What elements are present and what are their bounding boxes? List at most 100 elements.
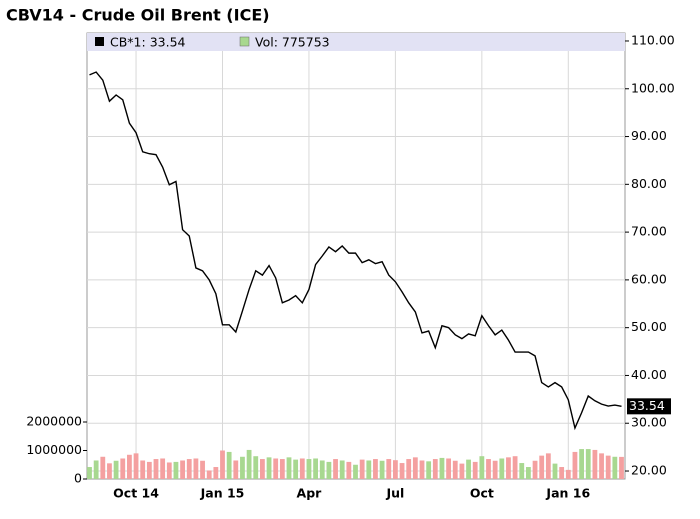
volume-bar	[439, 457, 445, 479]
volume-bar	[452, 460, 458, 479]
volume-bar	[419, 460, 425, 479]
volume-bar	[306, 459, 312, 479]
volume-bar	[386, 459, 392, 479]
volume-bar	[559, 467, 565, 479]
y-tick-label: 20.00	[631, 463, 667, 478]
y2-tick-label: 0	[74, 471, 82, 486]
volume-bar	[260, 459, 265, 479]
volume-bar	[393, 460, 398, 479]
volume-bar	[472, 461, 478, 479]
volume-bar	[286, 457, 292, 479]
volume-bar	[432, 459, 438, 479]
volume-bar	[120, 458, 126, 479]
volume-bar	[612, 456, 618, 479]
y2-tick-label: 2000000	[26, 414, 82, 429]
volume-bar	[213, 467, 219, 479]
volume-bar	[193, 458, 199, 479]
y-tick-label: 40.00	[631, 367, 667, 382]
volume-bar	[240, 456, 245, 479]
volume-bar	[226, 451, 232, 479]
volume-bar	[319, 460, 325, 479]
volume-bar	[113, 460, 119, 479]
volume-bar	[492, 460, 498, 479]
legend-swatch	[95, 37, 104, 46]
volume-bar	[412, 457, 418, 479]
y2-tick-label: 1000000	[26, 442, 82, 457]
volume-bar	[545, 453, 551, 479]
x-tick-label: Jan 16	[545, 486, 590, 501]
y-tick-label: 50.00	[631, 319, 667, 334]
volume-bar	[373, 459, 378, 479]
volume-bar	[532, 460, 538, 479]
volume-bar	[446, 458, 451, 479]
volume-bar	[160, 458, 166, 479]
volume-bar	[166, 462, 172, 479]
volume-bar	[605, 455, 611, 479]
volume-bar	[379, 460, 385, 479]
price-line	[89, 71, 622, 431]
volume-bar	[107, 463, 112, 479]
volume-bar	[127, 454, 132, 479]
last-value-label: 33.54	[629, 398, 665, 413]
volume-bar	[246, 449, 252, 479]
volume-bar	[426, 461, 432, 479]
volume-bar	[526, 467, 531, 479]
x-tick-label: Oct 14	[113, 486, 159, 501]
axes: 20.00 30.00 40.00 50.00 60.00 70.00 80.00 90.00…	[26, 32, 674, 500]
volume-bar	[366, 460, 372, 479]
y-tick-label: 80.00	[631, 176, 667, 191]
volume-bar	[273, 458, 279, 479]
volume-bar	[153, 459, 159, 479]
volume-bar	[585, 449, 591, 479]
x-tick-label: Apr	[297, 486, 323, 501]
y-tick-label: 100.00	[631, 80, 675, 95]
volume-bar	[220, 450, 225, 479]
volume-bar	[339, 460, 345, 479]
volume-bar	[499, 458, 505, 479]
volume-bar	[359, 459, 365, 479]
volume-bar	[459, 463, 465, 479]
volume-bar	[100, 456, 106, 479]
x-tick-label: Oct	[470, 486, 494, 501]
volume-bar	[206, 470, 212, 479]
volume-bar	[353, 464, 358, 479]
y-tick-label: 90.00	[631, 128, 667, 143]
volume-bar	[293, 459, 299, 479]
y-tick-label: 30.00	[631, 415, 667, 430]
legend-band	[87, 33, 625, 51]
volume-bar	[133, 453, 139, 479]
volume-bar	[565, 469, 571, 479]
volume-bar	[579, 449, 584, 479]
volume-bar	[506, 457, 511, 479]
volume-bar	[233, 460, 239, 479]
legend-swatch	[239, 36, 250, 47]
volume-bar	[266, 457, 272, 479]
volume-bar	[399, 463, 405, 479]
volume-bar	[173, 461, 179, 479]
y-tick-label: 110.00	[631, 32, 675, 47]
legend-label: CB*1: 33.54	[110, 35, 186, 50]
legend-label: Vol: 775753	[255, 35, 330, 50]
volume-bar	[539, 455, 545, 479]
volume-bar	[186, 459, 192, 479]
volume-bar	[599, 453, 604, 479]
volume-bar	[200, 460, 205, 479]
volume-bar	[466, 459, 471, 479]
volume-bar	[299, 458, 305, 479]
volume-bar	[346, 461, 352, 479]
y-tick-label: 60.00	[631, 271, 667, 286]
x-tick-label: Jul	[385, 486, 404, 501]
volume-bar	[326, 461, 332, 479]
volume-bar	[253, 456, 259, 479]
volume-bar	[486, 459, 491, 479]
volume-bar	[333, 459, 338, 479]
marks	[87, 71, 624, 479]
volume-bar	[93, 460, 99, 479]
volume-bar	[512, 456, 518, 479]
last-value-badge	[627, 398, 671, 415]
plot-area	[86, 32, 626, 480]
volume-bar	[619, 456, 624, 479]
volume-bar	[87, 467, 92, 479]
chart-title: CBV14 - Crude Oil Brent (ICE)	[6, 6, 270, 25]
